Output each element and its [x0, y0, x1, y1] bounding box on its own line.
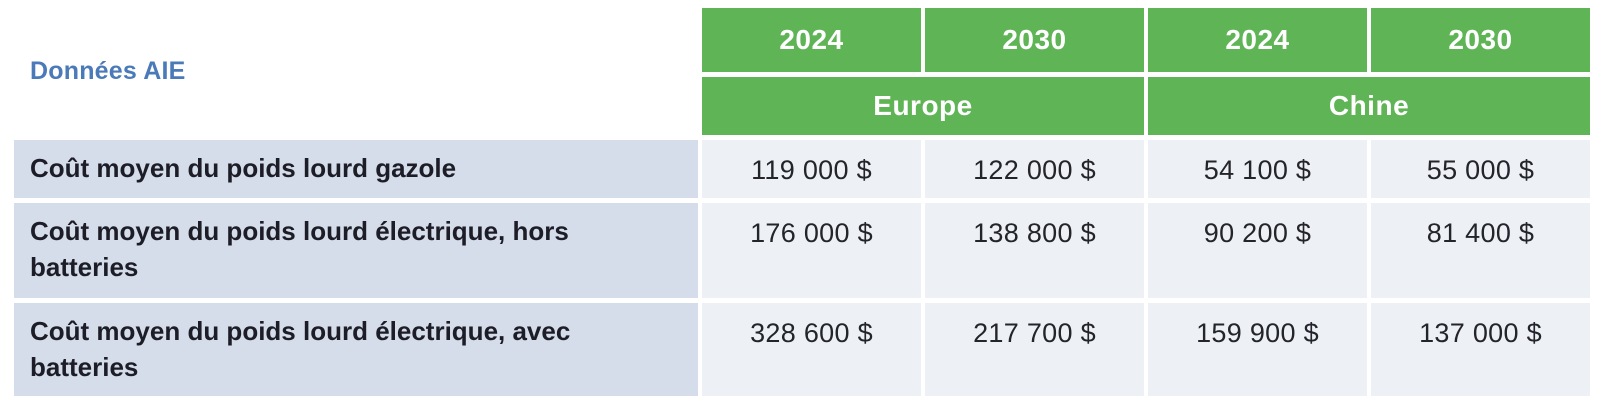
source-label: Données AIE — [30, 57, 186, 85]
year-header-chine-2030: 2030 — [1371, 8, 1590, 72]
value-gazole-europe-2024: 119 000 $ — [702, 140, 921, 198]
row-label-electrique-hors-batteries: Coût moyen du poids lourd électrique, ho… — [14, 203, 698, 298]
value-gazole-chine-2024: 54 100 $ — [1148, 140, 1367, 198]
value-avec-batteries-europe-2030: 217 700 $ — [925, 303, 1144, 396]
value-avec-batteries-europe-2024: 328 600 $ — [702, 303, 921, 396]
region-header-europe: Europe — [702, 77, 1144, 135]
value-gazole-chine-2030: 55 000 $ — [1371, 140, 1590, 198]
value-gazole-europe-2030: 122 000 $ — [925, 140, 1144, 198]
table-corner: Données AIE — [14, 8, 698, 135]
cost-comparison-table: Données AIE 2024 2030 2024 2030 Europe C… — [14, 8, 1590, 396]
value-hors-batteries-chine-2030: 81 400 $ — [1371, 203, 1590, 298]
year-header-europe-2030: 2030 — [925, 8, 1144, 72]
region-header-chine: Chine — [1148, 77, 1590, 135]
value-hors-batteries-europe-2024: 176 000 $ — [702, 203, 921, 298]
value-avec-batteries-chine-2024: 159 900 $ — [1148, 303, 1367, 396]
row-label-gazole: Coût moyen du poids lourd gazole — [14, 140, 698, 198]
year-header-europe-2024: 2024 — [702, 8, 921, 72]
value-hors-batteries-europe-2030: 138 800 $ — [925, 203, 1144, 298]
year-header-chine-2024: 2024 — [1148, 8, 1367, 72]
row-label-electrique-avec-batteries: Coût moyen du poids lourd électrique, av… — [14, 303, 698, 396]
value-avec-batteries-chine-2030: 137 000 $ — [1371, 303, 1590, 396]
value-hors-batteries-chine-2024: 90 200 $ — [1148, 203, 1367, 298]
